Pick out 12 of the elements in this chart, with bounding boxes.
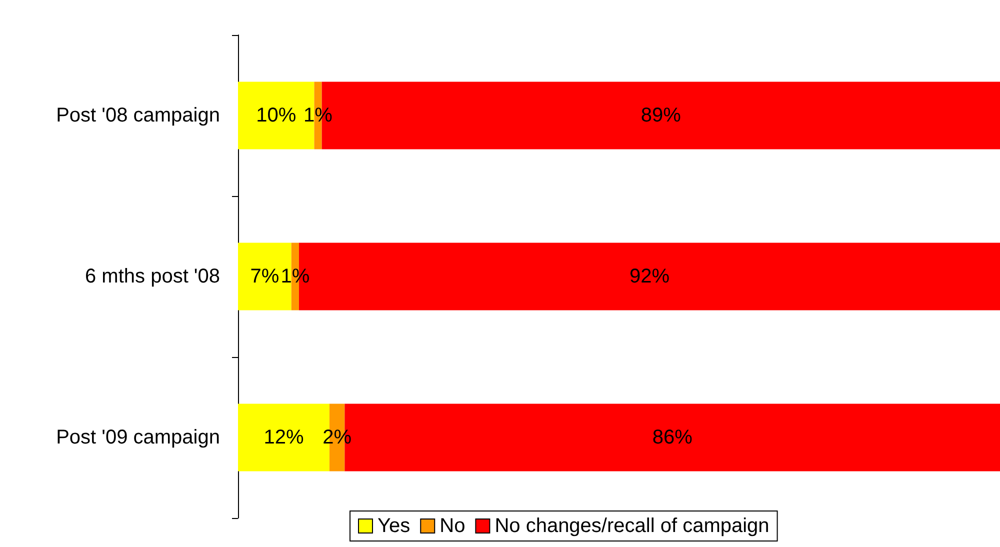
data-label: 92%: [629, 266, 670, 288]
data-label: 12%: [264, 426, 304, 448]
y-tick-label: 6 mths post '08: [85, 266, 220, 288]
data-label: 89%: [640, 104, 682, 126]
y-tick-label: Post '09 campaign: [56, 426, 220, 448]
legend-label: No: [440, 515, 466, 537]
legend-label: No changes/recall of campaign: [494, 515, 770, 537]
legend-label: Yes: [378, 515, 410, 537]
y-tick-label: Post '08 campaign: [56, 104, 220, 126]
data-label: 86%: [652, 426, 693, 448]
data-label: 7%: [250, 266, 280, 288]
data-label: 10%: [256, 104, 296, 126]
